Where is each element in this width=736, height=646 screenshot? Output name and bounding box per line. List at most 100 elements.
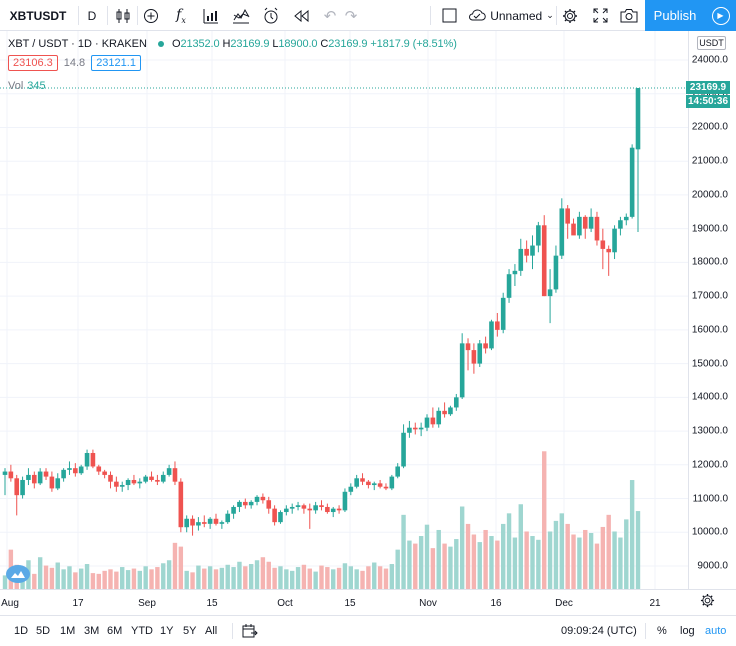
open-value: 21352.0 — [180, 38, 220, 50]
range-button-6m[interactable]: 6M — [107, 625, 123, 637]
range-button-1m[interactable]: 1M — [60, 625, 76, 637]
candle-body — [530, 245, 535, 256]
range-button-all[interactable]: All — [205, 625, 218, 637]
candle-body — [231, 506, 236, 514]
volume-bar — [495, 540, 500, 589]
candle-body — [248, 501, 254, 506]
candle-body — [536, 225, 541, 246]
candle-body — [137, 481, 143, 484]
ma2-value[interactable]: 23121.1 — [91, 55, 141, 71]
price-axis[interactable]: 24000.023000.022000.021000.020000.019000… — [688, 31, 736, 589]
candle-body — [319, 505, 324, 507]
volume-bar — [149, 569, 154, 589]
volume-bar — [73, 572, 78, 589]
time-axis[interactable]: Aug 17 Sep 15 Oct 15 Nov 16 Dec 21 — [0, 589, 736, 615]
candle-body — [295, 505, 301, 507]
volume-bar — [114, 571, 119, 589]
candle-body — [518, 248, 524, 271]
candle-body — [149, 476, 154, 480]
goto-date-icon[interactable] — [242, 616, 258, 646]
candle-body — [301, 505, 307, 509]
replay-icon[interactable] — [288, 0, 314, 31]
publish-button[interactable]: Publish — [645, 0, 705, 31]
range-button-5y[interactable]: 5Y — [183, 625, 197, 637]
volume-bar — [143, 566, 148, 589]
volume-bar — [594, 543, 600, 589]
moving-average-row: 23106.3 14.8 23121.1 — [8, 55, 141, 71]
price-tick-label: 18000.0 — [691, 256, 728, 268]
candle-body — [606, 248, 611, 253]
candle-body — [547, 289, 553, 297]
candle-body — [237, 501, 242, 507]
symbol-search-button[interactable]: XBTUSDT — [9, 8, 67, 23]
percent-scale-toggle[interactable]: % — [657, 625, 667, 637]
volume-bar — [125, 570, 131, 589]
candle-body — [190, 518, 195, 526]
volume-bar — [489, 536, 494, 589]
candle-body — [459, 343, 465, 398]
fullscreen-rect-icon[interactable] — [436, 0, 462, 31]
candle-body — [84, 452, 90, 467]
currency-badge[interactable]: USDT — [697, 36, 726, 50]
candle-body — [184, 518, 189, 528]
volume-bar — [436, 529, 441, 589]
volume-bar — [547, 531, 553, 589]
log-scale-toggle[interactable]: log — [680, 625, 695, 637]
redo-icon[interactable]: ↷ — [344, 7, 358, 25]
volume-bar — [284, 569, 289, 589]
volume-bar — [430, 548, 436, 589]
candle-body — [407, 427, 412, 433]
auto-scale-toggle[interactable]: auto — [705, 625, 727, 637]
candle-body — [489, 321, 494, 349]
candle-body — [178, 481, 184, 528]
clock-timezone-button[interactable]: 09:09:24 (UTC) — [561, 625, 637, 637]
fullscreen-icon[interactable] — [587, 0, 613, 31]
settings-gear-icon[interactable] — [700, 593, 715, 612]
candle-body — [594, 216, 600, 241]
candle-body — [430, 417, 436, 425]
range-button-3m[interactable]: 3M — [84, 625, 100, 637]
volume-bar — [207, 566, 213, 589]
candle-body — [90, 452, 96, 467]
volume-bar — [331, 569, 336, 589]
undo-icon[interactable]: ↶ — [323, 7, 337, 25]
candle-body — [14, 478, 20, 496]
candle-body — [108, 474, 113, 482]
alert-icon[interactable] — [258, 0, 284, 31]
price-tick-label: 20000.0 — [691, 189, 728, 201]
legend-symbol: XBT / USDT · 1D · KRAKEN — [8, 38, 147, 50]
candle-body — [96, 466, 102, 472]
volume-bar — [577, 537, 582, 589]
price-chart[interactable] — [0, 31, 688, 589]
camera-icon[interactable] — [616, 0, 642, 31]
price-tick-label: 14000.0 — [691, 391, 728, 403]
volume-bar — [624, 519, 629, 589]
templates-icon[interactable] — [198, 0, 224, 31]
volume-bar — [248, 564, 254, 589]
ma1-value[interactable]: 23106.3 — [8, 55, 58, 71]
range-button-1y[interactable]: 1Y — [160, 625, 174, 637]
add-indicator-icon[interactable] — [138, 0, 164, 31]
candle-body — [565, 208, 570, 224]
volume-bar — [336, 567, 342, 589]
volume-label: Vol — [8, 80, 24, 92]
play-icon[interactable]: ▶ — [705, 0, 736, 31]
gear-icon[interactable] — [557, 0, 583, 31]
volume-bar — [559, 513, 565, 589]
tradingview-logo-icon[interactable] — [6, 565, 30, 583]
range-button-ytd[interactable]: YTD — [131, 625, 153, 637]
candle-body — [196, 522, 201, 526]
candle-body — [612, 228, 617, 253]
candle-body — [143, 476, 148, 482]
time-tick-label: 15 — [206, 598, 218, 609]
candle-body — [618, 220, 623, 229]
compare-icon[interactable] — [228, 0, 254, 31]
range-button-1d[interactable]: 1D — [14, 625, 29, 637]
range-button-5d[interactable]: 5D — [36, 625, 51, 637]
interval-button[interactable]: D — [87, 8, 97, 23]
layout-menu-button[interactable]: Unnamed ⌄ — [466, 0, 556, 31]
price-tick-label: 22000.0 — [691, 121, 728, 133]
candles-icon[interactable] — [110, 0, 136, 31]
fx-icon[interactable]: fx — [176, 6, 186, 25]
candle-body — [8, 471, 14, 479]
